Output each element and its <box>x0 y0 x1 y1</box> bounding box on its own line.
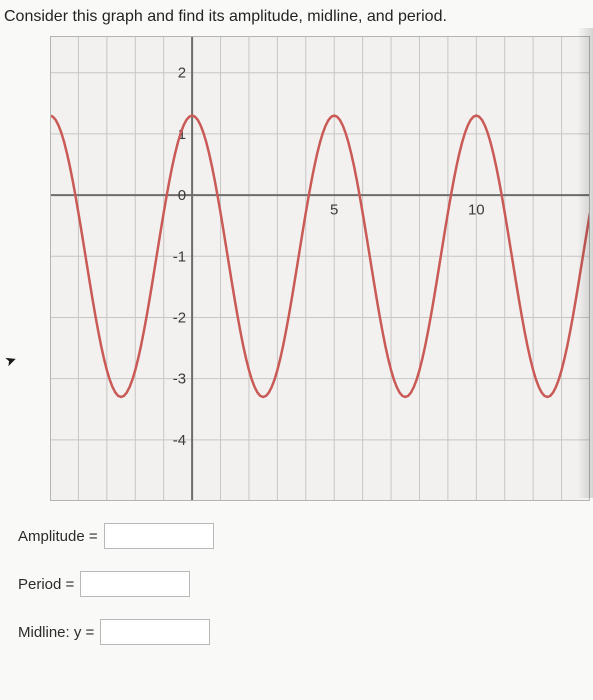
period-row: Period = <box>18 571 593 597</box>
question-panel: Consider this graph and find its amplitu… <box>0 0 593 700</box>
svg-text:10: 10 <box>468 202 485 219</box>
amplitude-input[interactable] <box>104 523 214 549</box>
midline-input[interactable] <box>100 619 210 645</box>
sinusoid-chart: 210-1-2-3-4510 <box>50 36 590 501</box>
midline-label: Midline: y = <box>18 624 94 641</box>
svg-text:-3: -3 <box>173 371 186 388</box>
period-input[interactable] <box>80 571 190 597</box>
svg-text:5: 5 <box>330 202 338 219</box>
svg-text:2: 2 <box>178 65 186 82</box>
graph-container: 210-1-2-3-4510 <box>50 36 590 501</box>
amplitude-label: Amplitude = <box>18 528 98 545</box>
svg-text:-4: -4 <box>173 432 186 449</box>
svg-text:-2: -2 <box>173 309 186 326</box>
amplitude-row: Amplitude = <box>18 523 593 549</box>
midline-row: Midline: y = <box>18 619 593 645</box>
svg-text:0: 0 <box>178 187 186 204</box>
period-label: Period = <box>18 576 74 593</box>
answers-block: Amplitude = Period = Midline: y = <box>18 523 593 645</box>
svg-text:-1: -1 <box>173 248 186 265</box>
question-prompt: Consider this graph and find its amplitu… <box>0 0 593 32</box>
